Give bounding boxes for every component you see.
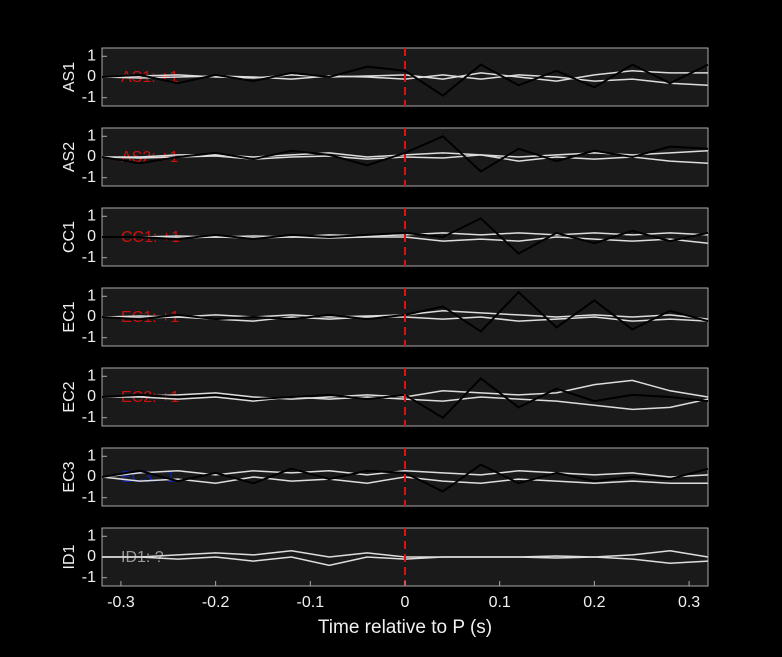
y-tick-label: 1 — [87, 128, 96, 145]
y-axis-label: AS1 — [61, 62, 78, 92]
trace — [101, 470, 709, 478]
y-axis-label: EC2 — [61, 381, 78, 412]
x-tick-label: 0.3 — [678, 594, 700, 611]
y-tick-label: 1 — [87, 448, 96, 465]
x-tick-label: 0.2 — [583, 594, 605, 611]
y-tick-label: 1 — [87, 368, 96, 385]
y-tick-label: 0 — [87, 228, 96, 245]
y-axis-label: EC3 — [61, 461, 78, 492]
y-tick-label: -1 — [82, 249, 96, 266]
y-tick-label: 0 — [87, 68, 96, 85]
x-tick-label: -0.2 — [202, 594, 230, 611]
y-tick-label: -1 — [82, 89, 96, 106]
y-tick-label: 0 — [87, 468, 96, 485]
y-axis-label: ID1 — [61, 544, 78, 569]
y-tick-label: 1 — [87, 48, 96, 65]
trace — [101, 135, 709, 173]
y-tick-label: 1 — [87, 208, 96, 225]
y-axis-label: CC1 — [61, 221, 78, 253]
y-tick-label: 1 — [87, 288, 96, 305]
y-tick-label: -1 — [82, 489, 96, 506]
y-tick-label: 0 — [87, 308, 96, 325]
y-axis-label: AS2 — [61, 142, 78, 172]
y-tick-label: 1 — [87, 528, 96, 545]
x-tick-label: 0 — [401, 594, 410, 611]
y-tick-label: 0 — [87, 548, 96, 565]
x-tick-label: 0.1 — [489, 594, 511, 611]
x-tick-label: -0.1 — [297, 594, 325, 611]
x-tick-label: -0.3 — [107, 594, 135, 611]
y-tick-label: -1 — [82, 409, 96, 426]
y-axis-label: EC1 — [61, 301, 78, 332]
y-tick-label: -1 — [82, 329, 96, 346]
y-tick-label: -1 — [82, 569, 96, 586]
trace — [101, 463, 709, 493]
trace — [101, 63, 709, 97]
y-tick-label: 0 — [87, 388, 96, 405]
x-axis-label: Time relative to P (s) — [318, 617, 492, 638]
y-tick-label: -1 — [82, 169, 96, 186]
trace — [102, 217, 709, 255]
y-tick-label: 0 — [87, 148, 96, 165]
